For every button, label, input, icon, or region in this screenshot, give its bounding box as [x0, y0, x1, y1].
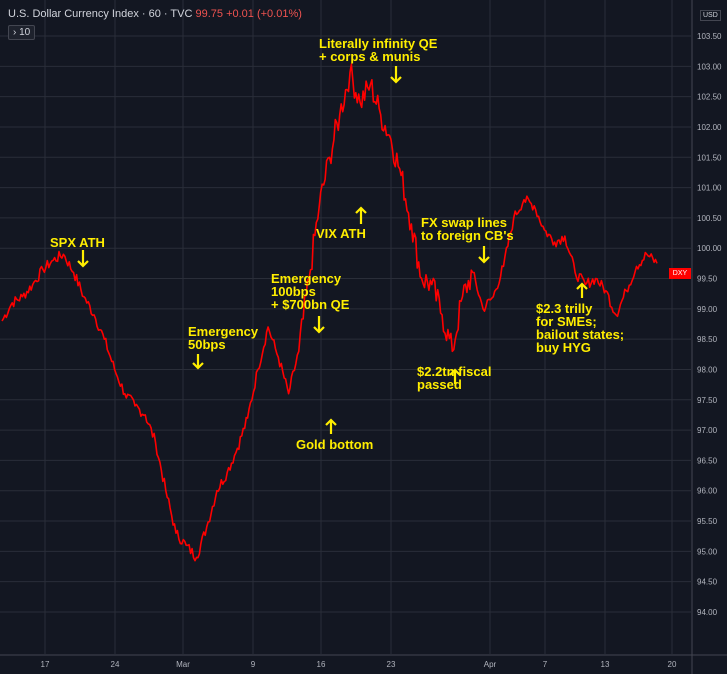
- y-tick-label: 96.00: [697, 487, 718, 496]
- y-tick-label: 99.00: [697, 305, 718, 314]
- arrow-sme-bailout-head-icon: [576, 282, 588, 290]
- y-tick-label: 98.50: [697, 335, 718, 344]
- price-line: [1, 63, 658, 562]
- last-price-label: DXY: [669, 268, 691, 279]
- y-tick-label: 95.00: [697, 547, 718, 556]
- y-tick-label: 100.50: [697, 214, 722, 223]
- x-tick-label: 24: [111, 660, 120, 669]
- y-tick-label: 98.00: [697, 365, 718, 374]
- arrow-emergency-100bps-head-icon: [313, 326, 325, 334]
- annotation-emergency-50bps: Emergency 50bps: [188, 324, 259, 352]
- annotation-fiscal-passed: $2.2tn fiscal passed: [417, 364, 492, 392]
- annotation-infinity-qe: Literally infinity QE + corps & munis: [319, 36, 438, 64]
- y-tick-label: 96.50: [697, 456, 718, 465]
- x-tick-label: 20: [668, 660, 677, 669]
- time-axis[interactable]: 17 24 Mar 9 16 23 Apr 7 13 20: [41, 660, 677, 669]
- x-tick-label: Apr: [484, 660, 497, 669]
- y-tick-label: 94.50: [697, 578, 718, 587]
- arrow-emergency-50bps-head-icon: [192, 362, 204, 370]
- x-tick-label: 23: [387, 660, 396, 669]
- y-tick-label: 97.00: [697, 426, 718, 435]
- y-tick-label: 94.00: [697, 608, 718, 617]
- arrow-infinity-qe-head-icon: [390, 76, 402, 84]
- y-tick-label: 97.50: [697, 396, 718, 405]
- annotation-gold-bottom: Gold bottom: [296, 437, 374, 452]
- y-tick-label: 100.00: [697, 244, 722, 253]
- y-tick-label: 102.50: [697, 93, 722, 102]
- arrow-fiscal-passed-head-icon: [449, 368, 461, 376]
- y-tick-label: 101.00: [697, 184, 722, 193]
- y-tick-label: 99.50: [697, 275, 718, 284]
- interval-badge[interactable]: › 10: [8, 25, 36, 40]
- arrow-spx-ath-head-icon: [77, 260, 89, 268]
- currency-label[interactable]: USD: [700, 10, 721, 21]
- arrow-fx-swap-lines-head-icon: [478, 256, 490, 264]
- y-tick-label: 102.00: [697, 123, 722, 132]
- y-tick-label: 101.50: [697, 153, 722, 162]
- annotation-sme-bailout: $2.3 trilly for SMEs; bailout states; bu…: [536, 301, 625, 355]
- annotation-emergency-100bps: Emergency 100bps + $700bn QE: [271, 271, 350, 312]
- ohlc-values: 99.75 +0.01 (+0.01%): [195, 8, 302, 20]
- annotation-vix-ath: VIX ATH: [316, 226, 366, 241]
- y-tick-label: 103.00: [697, 62, 722, 71]
- y-tick-label: 95.50: [697, 517, 718, 526]
- annotation-fx-swap-lines: FX swap lines to foreign CB's: [421, 215, 514, 243]
- x-tick-label: 7: [543, 660, 548, 669]
- annotation-spx-ath: SPX ATH: [50, 235, 105, 250]
- x-tick-label: 16: [317, 660, 326, 669]
- interval-value: 10: [19, 27, 31, 38]
- chart-header: U.S. Dollar Currency Index · 60 · TVC 99…: [8, 8, 302, 20]
- y-tick-label: 103.50: [697, 32, 722, 41]
- arrow-gold-bottom-head-icon: [325, 418, 337, 426]
- arrow-vix-ath-head-icon: [355, 206, 367, 214]
- annotation-arrows: [77, 66, 588, 434]
- x-tick-label: Mar: [176, 660, 190, 669]
- collapse-chevron-icon[interactable]: ›: [13, 27, 17, 38]
- x-tick-label: 13: [601, 660, 610, 669]
- price-axis[interactable]: 94.00 94.50 95.00 95.50 96.00 96.50 97.00 97.50…: [697, 32, 722, 617]
- symbol-title[interactable]: U.S. Dollar Currency Index · 60 · TVC: [8, 8, 193, 20]
- x-tick-label: 17: [41, 660, 50, 669]
- x-tick-label: 9: [251, 660, 256, 669]
